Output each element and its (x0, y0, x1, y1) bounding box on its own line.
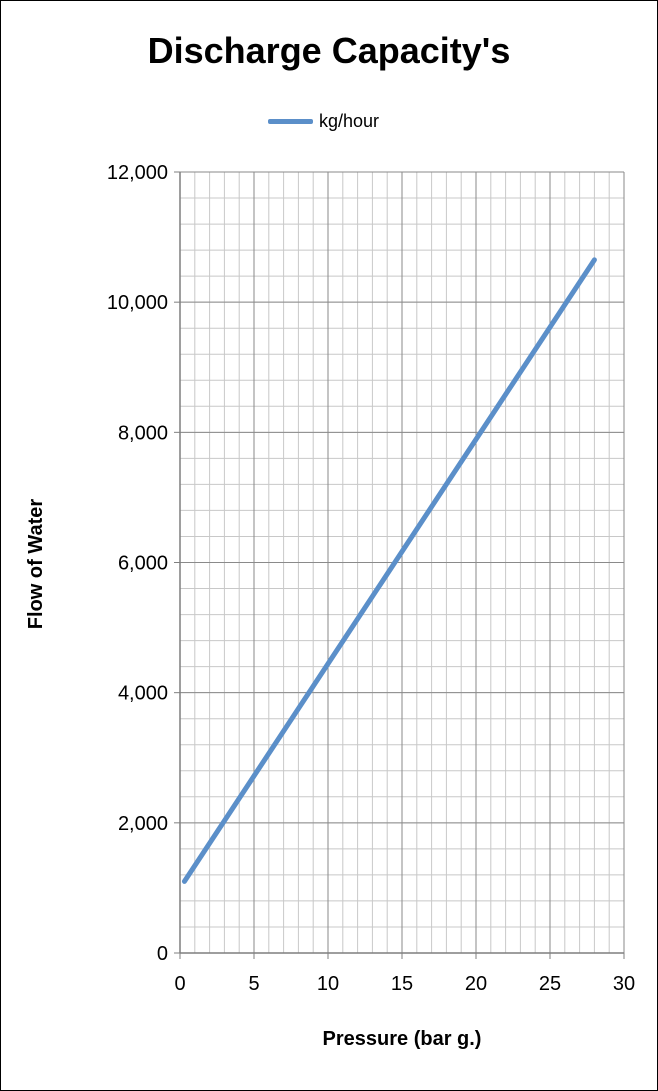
x-tick-label: 5 (248, 973, 259, 995)
chart-title: Discharge Capacity's (147, 30, 511, 71)
y-axis-label: Flow of Water (25, 499, 47, 630)
x-tick-label: 25 (539, 973, 561, 995)
x-tick-label: 10 (317, 973, 339, 995)
legend: kg/hour (268, 111, 379, 132)
y-tick-label: 0 (157, 943, 168, 965)
series-line-kg-hour (181, 257, 597, 884)
x-tick-label: 0 (174, 973, 185, 995)
y-tick-label: 8,000 (118, 422, 168, 444)
y-tick-label: 2,000 (118, 813, 168, 835)
y-tick-label: 6,000 (118, 553, 168, 575)
x-axis-label: Pressure (bar g.) (323, 1028, 482, 1050)
y-tick-label: 4,000 (118, 683, 168, 705)
x-tick-label: 30 (613, 973, 635, 995)
x-tick-label: 20 (465, 973, 487, 995)
y-tick-label: 10,000 (107, 292, 168, 314)
x-tick-label: 15 (391, 973, 413, 995)
y-tick-label: 12,000 (107, 162, 168, 184)
legend-label: kg/hour (319, 111, 380, 131)
legend-swatch (268, 119, 313, 124)
